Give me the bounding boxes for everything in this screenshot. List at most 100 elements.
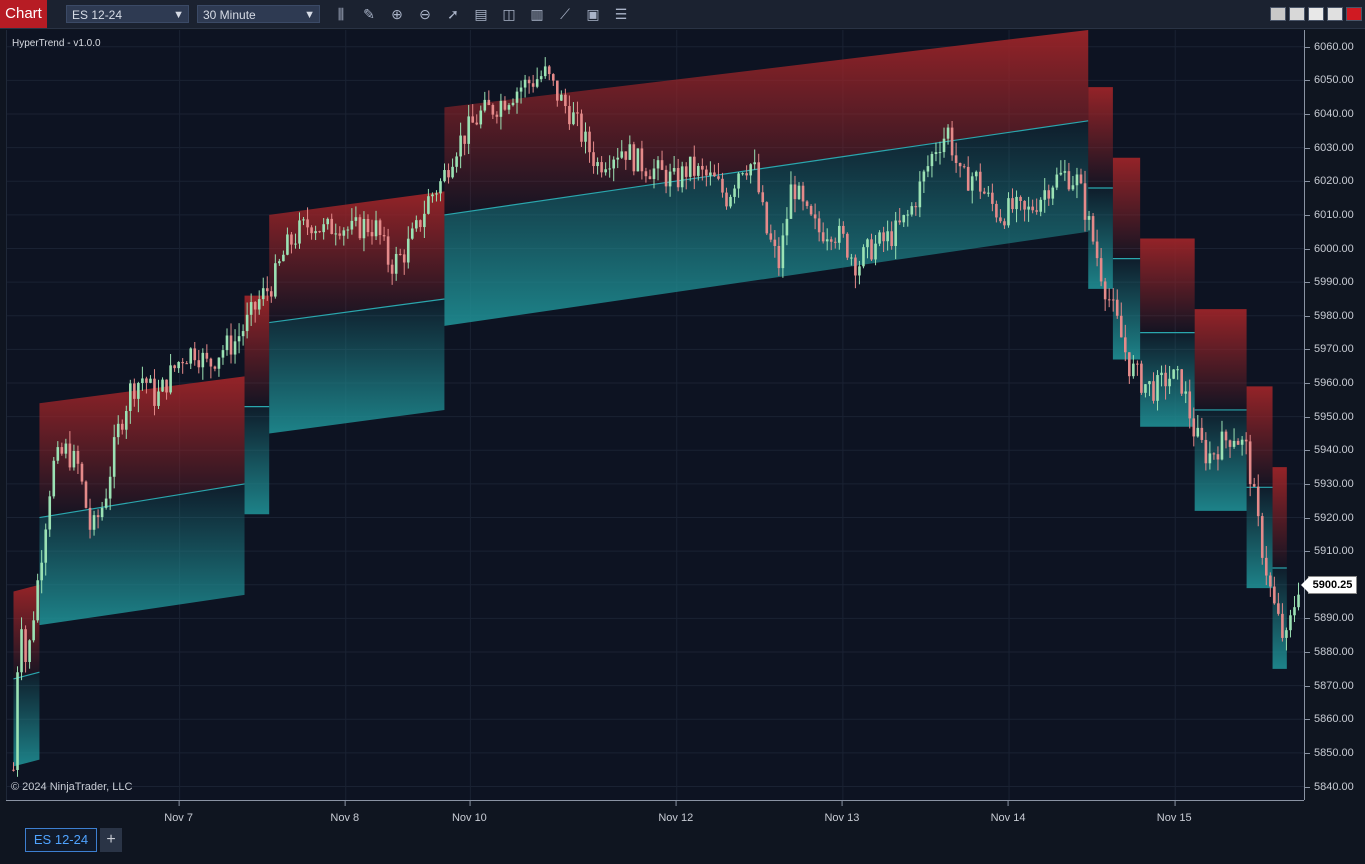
time-axis[interactable]: Nov 7 Nov 8 Nov 10 Nov 12 Nov 13 Nov 14 Nov 15 — [6, 800, 1304, 829]
candle-body — [310, 227, 313, 234]
candle-body — [1188, 391, 1192, 419]
templates-icon[interactable]: ▣ — [586, 6, 600, 22]
chart-toolbar: Chart ES 12-24 ▼ 30 Minute ▼ ⫼ ✎ ⊕ ⊖ ➚ ▤… — [0, 0, 1365, 29]
candle-body — [761, 192, 765, 203]
candle-body — [741, 173, 744, 175]
candle-body — [902, 215, 906, 223]
tab-es-12-24[interactable]: ES 12-24 — [25, 828, 97, 852]
candle-body — [181, 362, 184, 364]
strategies-icon[interactable]: ⟋ — [560, 6, 570, 22]
price-tick-label: 6040.00 — [1305, 108, 1354, 121]
candle-body — [145, 378, 148, 383]
candle-body — [974, 171, 978, 177]
candle-body — [302, 219, 305, 221]
candle-body — [306, 219, 309, 228]
candle-body — [652, 168, 656, 180]
candle-body — [926, 166, 930, 172]
pointer-icon[interactable]: ➚ — [447, 6, 459, 22]
candle-body — [1075, 174, 1079, 186]
close-button[interactable] — [1346, 7, 1362, 21]
candle-body — [314, 231, 317, 234]
candle-body — [640, 148, 644, 172]
candle-body — [137, 383, 140, 399]
bar-type-icon[interactable]: ⫼ — [337, 6, 345, 22]
candle-body — [910, 206, 914, 215]
zoom-out-icon[interactable]: ⊖ — [419, 6, 431, 22]
chart-plot-area[interactable] — [6, 30, 1305, 800]
candle-body — [1103, 281, 1107, 300]
candle-body — [269, 291, 273, 297]
candle-body — [1003, 221, 1006, 226]
candle-body — [463, 135, 466, 144]
candle-body — [1023, 200, 1026, 210]
candle-body — [882, 232, 885, 242]
candle-body — [1148, 381, 1151, 385]
price-axis[interactable]: 6060.00 6050.00 6040.00 6030.00 6020.00 6010.… — [1304, 30, 1365, 800]
minimize-button[interactable] — [1308, 7, 1324, 21]
candle-body — [161, 379, 164, 392]
candle-body — [842, 225, 845, 234]
candle-body — [1027, 206, 1030, 210]
candle-body — [290, 234, 293, 245]
candle-body — [1260, 516, 1264, 558]
candle-body — [628, 144, 632, 160]
trend-line-3 — [269, 298, 445, 324]
candle-body — [1273, 586, 1276, 604]
candle-body — [946, 127, 950, 139]
candle-body — [350, 220, 354, 230]
candle-body — [1297, 594, 1300, 608]
candle-body — [749, 164, 752, 176]
candle-body — [217, 357, 221, 369]
candle-body — [560, 94, 563, 101]
candle-body — [793, 184, 797, 200]
candle-body — [874, 243, 877, 260]
candle-body — [451, 166, 454, 178]
candle-body — [918, 181, 922, 208]
candle-body — [950, 127, 954, 156]
price-chart — [7, 30, 1305, 800]
maximize-button[interactable] — [1327, 7, 1343, 21]
add-tab-button[interactable]: + — [100, 828, 122, 852]
candle-body — [668, 171, 672, 187]
candle-body — [672, 168, 676, 172]
candle-body — [1236, 440, 1240, 445]
candle-body — [922, 171, 926, 182]
candle-body — [322, 224, 325, 233]
instrument-select[interactable]: ES 12-24 ▼ — [66, 5, 189, 23]
candle-body — [112, 437, 116, 477]
candle-body — [233, 341, 237, 355]
window-button-2[interactable] — [1289, 7, 1305, 21]
candle-body — [547, 66, 551, 75]
data-box-icon[interactable]: ▤ — [474, 6, 488, 22]
bull-band-6 — [1112, 258, 1141, 360]
candle-body — [1007, 198, 1010, 226]
candle-body — [523, 79, 527, 88]
candle-body — [60, 447, 64, 454]
window-button-1[interactable] — [1270, 7, 1286, 21]
candle-body — [644, 171, 648, 177]
candle-body — [1015, 196, 1018, 210]
indicators-icon[interactable]: ▥ — [530, 6, 544, 22]
candle-body — [116, 423, 120, 438]
candle-body — [1035, 210, 1038, 212]
candle-body — [1180, 369, 1183, 394]
candle-body — [443, 170, 446, 182]
candle-body — [274, 263, 277, 297]
candle-body — [966, 166, 970, 191]
candle-body — [1160, 372, 1163, 376]
candle-body — [721, 178, 724, 193]
candle-body — [1071, 185, 1075, 190]
pencil-icon[interactable]: ✎ — [363, 6, 375, 22]
zoom-in-icon[interactable]: ⊕ — [391, 6, 403, 22]
candle-body — [1095, 241, 1099, 259]
candle-body — [20, 629, 23, 673]
interval-select[interactable]: 30 Minute ▼ — [197, 5, 320, 23]
candle-body — [664, 169, 668, 187]
candle-body — [515, 91, 519, 103]
candle-body — [1119, 315, 1123, 338]
instrument-select-value: ES 12-24 — [72, 8, 123, 22]
candle-body — [1248, 441, 1252, 485]
list-icon[interactable]: ☰ — [614, 6, 628, 22]
candle-body — [825, 239, 829, 242]
properties-icon[interactable]: ◫ — [502, 6, 516, 22]
